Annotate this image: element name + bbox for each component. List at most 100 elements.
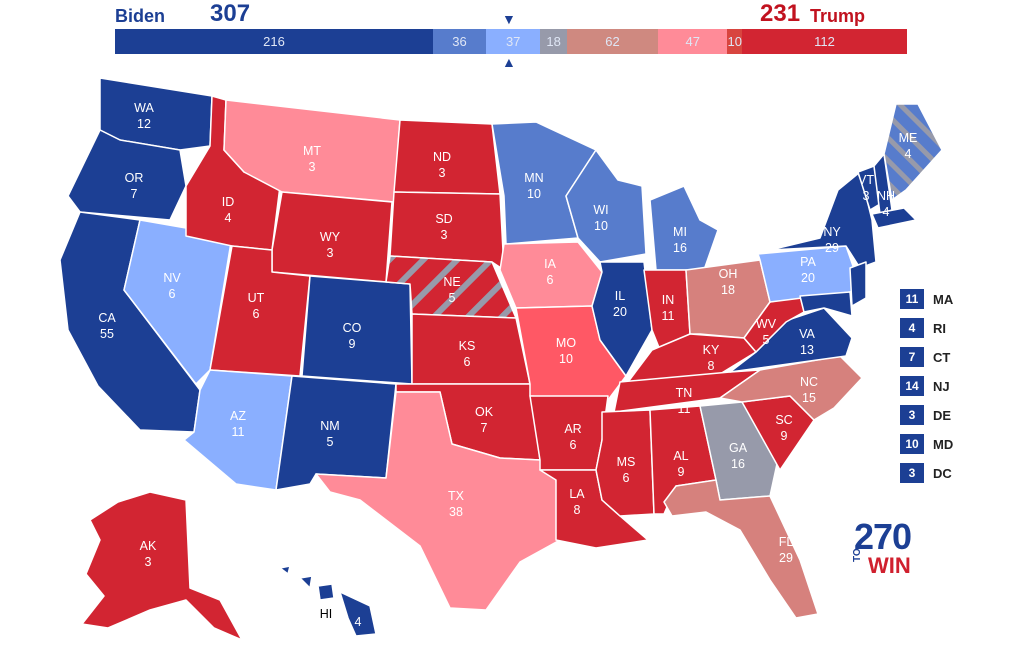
bar-segment-likely-rep[interactable]: 62 (566, 29, 659, 54)
state-label-wa: WA (134, 101, 154, 115)
small-state-row[interactable]: 4 RI (900, 315, 953, 341)
state-ev-oh: 18 (721, 283, 735, 297)
state-label-va: VA (799, 327, 815, 341)
270-marker-down-icon: ▼ (502, 11, 516, 27)
state-ev-ms: 6 (623, 471, 630, 485)
state-label-tn: TN (676, 386, 693, 400)
state-label-ia: IA (544, 257, 556, 271)
bar-segment-lean-dem[interactable]: 37 (485, 29, 541, 54)
us-electoral-map: WA12OR7CA55NV6ID4MT3WY3UT6AZ11CO9NM5ND3S… (59, 77, 943, 641)
small-state-abbr: DC (933, 465, 952, 481)
state-ev-ks: 6 (464, 355, 471, 369)
state-label-pa: PA (800, 255, 816, 269)
small-state-row[interactable]: 11 MA (900, 286, 953, 312)
small-state-ev: 11 (900, 289, 924, 309)
state-ev-ar: 6 (570, 438, 577, 452)
270-marker-up-icon: ▲ (502, 54, 516, 70)
state-label-ms: MS (617, 455, 636, 469)
state-NC[interactable] (719, 355, 863, 421)
270towin-logo[interactable]: 270 TO WIN (852, 516, 922, 578)
state-NY[interactable] (769, 171, 877, 269)
state-ev-ne: 5 (449, 291, 456, 305)
state-FL[interactable] (663, 479, 819, 619)
dem-electoral-total: 307 (210, 0, 251, 27)
rep-candidate-name: Trump (810, 6, 866, 26)
state-WI[interactable] (565, 149, 647, 263)
small-state-abbr: RI (933, 320, 946, 336)
bar-segment-likely-dem[interactable]: 36 (432, 29, 486, 54)
state-label-nm: NM (320, 419, 339, 433)
state-ev-tn: 11 (678, 402, 691, 416)
state-ev-ut: 6 (253, 307, 260, 321)
small-state-abbr: CT (933, 349, 951, 365)
bar-segment-tilt-rep[interactable]: 10 (727, 29, 743, 54)
logo-win: WIN (868, 553, 911, 578)
state-ev-ky: 8 (708, 359, 715, 373)
state-label-mn: MN (524, 171, 543, 185)
small-state-abbr: DE (933, 407, 952, 423)
small-state-row[interactable]: 10 MD (900, 431, 953, 457)
state-ev-mo: 10 (559, 352, 573, 366)
state-ev-az: 11 (232, 425, 245, 439)
state-ev-mn: 10 (527, 187, 541, 201)
state-ev-fl: 29 (779, 551, 793, 565)
small-state-row[interactable]: 3 DE (900, 402, 953, 428)
state-ev-al: 9 (678, 465, 685, 479)
state-label-ar: AR (564, 422, 581, 436)
electoral-vote-header: Biden 307 231 Trump ▼ 216 36 37 18 62 47… (0, 0, 1024, 74)
state-ev-id: 4 (225, 211, 232, 225)
small-state-row[interactable]: 7 CT (900, 344, 953, 370)
state-label-ok: OK (475, 405, 494, 419)
state-label-in: IN (662, 293, 675, 307)
small-state-ev: 10 (900, 434, 924, 454)
logo-to: TO (852, 548, 863, 562)
state-ev-sd: 3 (441, 228, 448, 242)
bar-segment-safe-rep[interactable]: 112 (742, 29, 907, 54)
state-ev-vt: 3 (863, 189, 870, 203)
state-ev-ny: 29 (825, 241, 839, 255)
state-NM[interactable] (275, 375, 397, 491)
state-ev-nh: 4 (883, 205, 890, 219)
state-ev-nc: 15 (802, 391, 816, 405)
state-NJ-shape[interactable] (849, 261, 867, 307)
state-label-wy: WY (320, 230, 341, 244)
bar-segment-safe-dem[interactable]: 216 (115, 29, 433, 54)
state-label-or: OR (125, 171, 144, 185)
state-MD-shape[interactable] (799, 291, 853, 317)
state-label-ga: GA (729, 441, 748, 455)
state-label-az: AZ (230, 409, 246, 423)
state-ev-ok: 7 (481, 421, 488, 435)
state-TX[interactable] (315, 391, 561, 611)
state-HI[interactable] (279, 565, 377, 637)
state-ev-pa: 20 (801, 271, 815, 285)
bar-segment-tossup[interactable]: 18 (540, 29, 567, 54)
state-label-sd: SD (435, 212, 452, 226)
state-AK[interactable] (81, 491, 243, 641)
state-label-ky: KY (703, 343, 720, 357)
small-state-row[interactable]: 14 NJ (900, 373, 953, 399)
small-state-row[interactable]: 3 DC (900, 460, 953, 486)
state-ev-ca: 55 (100, 327, 114, 341)
state-label-nc: NC (800, 375, 818, 389)
electoral-vote-bar: 216 36 37 18 62 47 10 112 (115, 29, 907, 54)
state-ev-wy: 3 (327, 246, 334, 260)
state-ev-me: 4 (905, 147, 912, 161)
bar-segment-lean-rep[interactable]: 47 (658, 29, 728, 54)
state-label-wi: WI (593, 203, 608, 217)
small-state-ev: 3 (900, 405, 924, 425)
state-MA-shape[interactable] (871, 207, 917, 229)
state-SD[interactable] (389, 191, 505, 271)
state-label-il: IL (615, 289, 625, 303)
state-label-ny: NY (823, 225, 841, 239)
state-label-nv: NV (163, 271, 181, 285)
state-ev-sc: 9 (781, 429, 788, 443)
state-ev-nv: 6 (169, 287, 176, 301)
small-state-abbr: MA (933, 291, 954, 307)
state-ME[interactable] (883, 103, 943, 201)
logo-number: 270 (854, 516, 912, 557)
state-ev-in: 11 (662, 309, 675, 323)
small-state-ev: 3 (900, 463, 924, 483)
state-OR[interactable] (67, 129, 187, 221)
small-state-abbr: NJ (933, 378, 950, 394)
state-label-id: ID (222, 195, 235, 209)
